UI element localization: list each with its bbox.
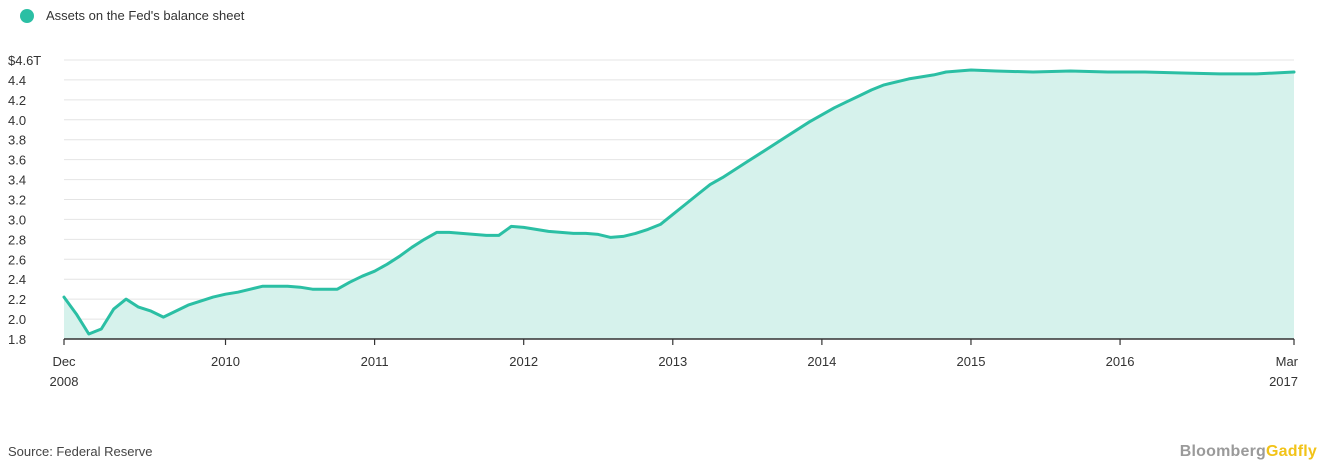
area-fill-layer — [64, 70, 1294, 339]
y-tick-label: 4.0 — [8, 113, 26, 128]
y-tick-label: 1.8 — [8, 332, 26, 347]
y-tick-label: 3.6 — [8, 153, 26, 168]
x-tick-label: 2016 — [1106, 354, 1135, 369]
y-tick-label: 2.8 — [8, 232, 26, 247]
brand-name-part1: Bloomberg — [1179, 443, 1266, 460]
x-axis — [63, 338, 1295, 345]
y-tick-label: 4.4 — [8, 73, 26, 88]
y-tick-label: 2.6 — [8, 252, 26, 267]
y-tick-label: 4.2 — [8, 93, 26, 108]
y-tick-label: 2.4 — [8, 272, 26, 287]
x-tick-label: 2011 — [361, 354, 389, 369]
brand-logo: BloombergGadfly — [1180, 443, 1317, 461]
x-tick-label: 2012 — [509, 354, 538, 369]
series-line-layer — [62, 68, 1296, 336]
y-tick-label: 3.4 — [8, 173, 26, 188]
x-tick-label: Dec — [52, 354, 76, 369]
area-chart: $4.6T 4.4 4.2 4.0 3.8 3.6 3.4 3.2 3.0 2.8 2.6 2.4 2.… — [8, 53, 1299, 389]
y-tick-label: 2.0 — [8, 312, 26, 327]
y-axis-tick-labels: $4.6T 4.4 4.2 4.0 3.8 3.6 3.4 3.2 3.0 2.8 2.6 2.4 2.… — [8, 53, 41, 347]
y-tick-label: $4.6T — [8, 53, 41, 68]
x-tick-label: Mar — [1276, 354, 1299, 369]
x-tick-label: 2013 — [658, 354, 687, 369]
legend-label: Assets on the Fed's balance sheet — [46, 8, 245, 23]
legend-swatch — [20, 8, 34, 23]
x-axis-tick-labels: Dec 2008 2010 2011 2012 2013 2014 2015 2016 Mar 20… — [50, 354, 1299, 389]
x-tick-sublabel: 2008 — [50, 374, 79, 389]
legend: Assets on the Fed's balance sheet — [20, 8, 244, 23]
brand-name-part2: Gadfly — [1266, 443, 1317, 460]
y-tick-label: 3.8 — [8, 133, 26, 148]
area-fill — [64, 70, 1294, 339]
source-note: Source: Federal Reserve — [8, 444, 153, 459]
x-tick-label: 2015 — [957, 354, 986, 369]
y-tick-label: 2.2 — [8, 292, 26, 307]
y-tick-label: 3.2 — [8, 193, 26, 208]
x-tick-sublabel: 2017 — [1269, 374, 1298, 389]
y-tick-label: 3.0 — [8, 212, 26, 227]
series-line — [62, 68, 1296, 336]
x-tick-label: 2014 — [807, 354, 836, 369]
x-tick-label: 2010 — [211, 354, 240, 369]
